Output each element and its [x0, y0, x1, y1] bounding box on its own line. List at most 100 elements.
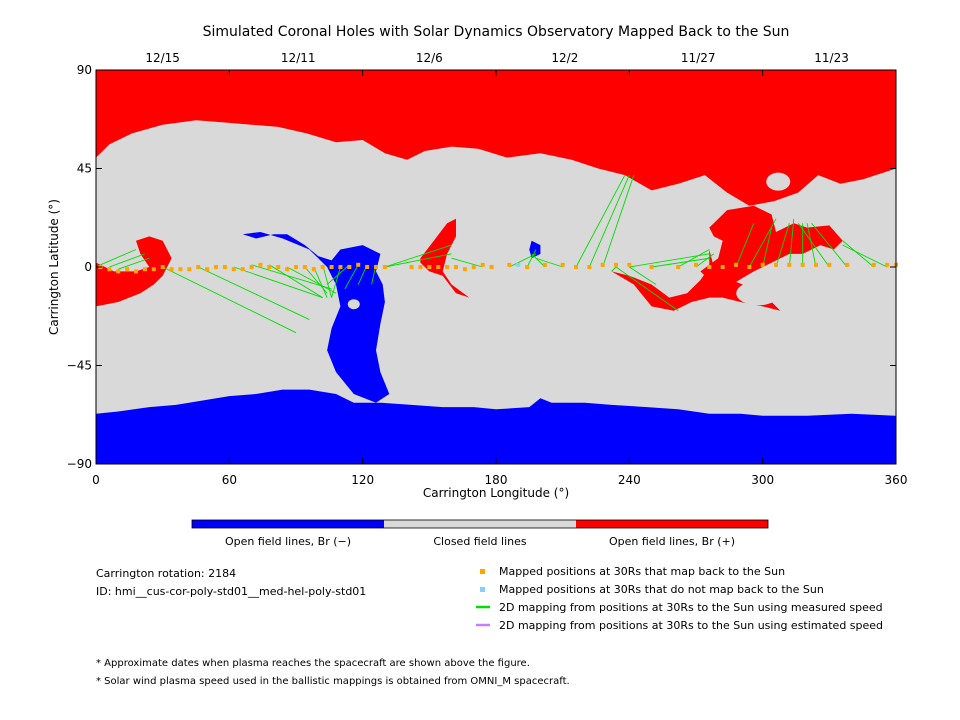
mapping-line-41: [797, 222, 830, 268]
mapped-point-39: [462, 267, 467, 272]
region-positive-hole-left: [96, 236, 172, 307]
x-axis-ticks: 0 60 120 180 240 300 360: [92, 70, 907, 487]
mapping-line-14: [344, 264, 359, 290]
mapped-point-22: [294, 265, 298, 269]
y-tick-label-3: 45: [77, 162, 92, 176]
mapping-line-23: [535, 257, 563, 268]
x-tick-label-6: 360: [885, 473, 908, 487]
footnotes: * Approximate dates when plasma reaches …: [96, 658, 570, 687]
mapped-point-1: [107, 267, 112, 272]
x-tick-label-4: 240: [618, 473, 641, 487]
mapping-line-7: [269, 264, 323, 299]
mapped-point-17: [249, 265, 254, 269]
mapped-point-20: [276, 265, 281, 269]
mapped-point-28: [347, 265, 352, 269]
mapping-line-32: [629, 266, 657, 285]
mapped-point-55: [707, 265, 712, 269]
mapping-line-4: [198, 266, 310, 320]
mapped-point-37: [445, 265, 450, 269]
x-axis-label: Carrington Longitude (°): [423, 486, 569, 500]
mapping-line-5: [233, 266, 323, 299]
mapped-point-63: [814, 262, 818, 267]
mapping-line-35: [748, 218, 777, 268]
mapping-line-27: [611, 266, 617, 272]
colorbar-label-1: Closed field lines: [433, 535, 527, 548]
region-positive-hole-mid: [420, 218, 470, 298]
closed-island-right: [736, 281, 781, 306]
y-axis-ticks: −90 −45 0 45 90: [67, 63, 896, 471]
mapping-line-36: [762, 227, 772, 268]
mapping-line-17: [384, 253, 452, 268]
colorbar-label-2: Open field lines, Br (+): [609, 535, 735, 548]
mapped-point-25: [320, 265, 325, 269]
mapping-line-33: [615, 266, 679, 312]
mapped-point-18: [258, 262, 263, 267]
carrington-rotation: Carrington rotation: 2184: [96, 567, 236, 580]
region-north-positive-cap: [96, 70, 896, 206]
mapped-point-5: [142, 267, 147, 272]
mapped-point-3: [125, 267, 130, 272]
mapping-line-12: [331, 266, 341, 298]
closed-island-central: [347, 299, 360, 310]
top-date-2: 12/6: [416, 51, 443, 65]
top-date-0: 12/15: [145, 51, 180, 65]
mapped-point-23: [302, 265, 307, 269]
mapped-point-31: [374, 265, 378, 269]
legend-label-1: Mapped positions at 30Rs that do not map…: [499, 583, 824, 596]
top-date-3: 12/2: [551, 51, 578, 65]
colorbar-segment-0: [192, 520, 384, 528]
mapped-point-61: [787, 262, 792, 267]
mapping-line-8: [286, 266, 337, 294]
footnote-1: * Solar wind plasma speed used in the ba…: [96, 676, 570, 687]
mapping-line-42: [811, 222, 848, 268]
legend-marker-1: [480, 587, 485, 592]
mapped-point-38: [454, 265, 458, 269]
colorbar-label-0: Open field lines, Br (−): [225, 535, 351, 548]
colorbar-segment-2: [576, 520, 768, 528]
mapped-point-65: [845, 262, 850, 267]
mapped-point-44: [525, 265, 530, 269]
mapping-line-10: [313, 266, 328, 298]
mapped-point-59: [760, 262, 765, 267]
mapped-point-4: [134, 269, 138, 274]
legend-label-2: 2D mapping from positions at 30Rs to the…: [499, 601, 883, 614]
mapped-point-35: [427, 265, 432, 269]
unmapped-point-0: [516, 262, 521, 267]
legend-marker-0: [480, 569, 485, 574]
mapping-line-0: [100, 249, 137, 266]
mapped-point-13: [214, 265, 218, 269]
mapped-point-58: [747, 265, 752, 269]
mapped-point-26: [329, 265, 334, 269]
mapped-point-47: [574, 265, 578, 269]
colorbar-segment-1: [384, 520, 576, 528]
mapped-point-11: [196, 265, 201, 269]
closed-island-north: [766, 172, 791, 191]
mapped-point-8: [169, 267, 174, 272]
mapping-line-31: [695, 253, 715, 268]
mapping-line-2: [118, 257, 150, 270]
top-date-1: 12/11: [281, 51, 316, 65]
mapping-line-1: [109, 253, 146, 268]
colorbar: Open field lines, Br (−) Closed field lin…: [191, 519, 769, 548]
mapping-line-38: [788, 218, 795, 268]
mapped-point-30: [365, 265, 370, 269]
mapped-point-21: [285, 267, 290, 272]
region-south-negative-cap: [96, 389, 896, 464]
mapping-line-13: [326, 264, 350, 285]
mapped-point-42: [489, 265, 494, 269]
mapped-point-41: [480, 262, 485, 267]
y-tick-label-4: 90: [77, 63, 92, 77]
mapped-point-52: [649, 265, 654, 269]
mapped-point-14: [222, 265, 227, 269]
mapped-point-15: [231, 267, 236, 272]
mapped-point-66: [871, 262, 876, 267]
mapped-point-60: [774, 262, 778, 267]
mapping-line-22: [531, 253, 546, 268]
mapping-line-24: [575, 174, 626, 268]
x-tick-label-1: 60: [222, 473, 237, 487]
mapped-point-48: [587, 265, 592, 269]
mapped-point-32: [382, 265, 387, 269]
legend: Mapped positions at 30Rs that map back t…: [476, 565, 883, 632]
mapping-line-11: [322, 264, 332, 298]
